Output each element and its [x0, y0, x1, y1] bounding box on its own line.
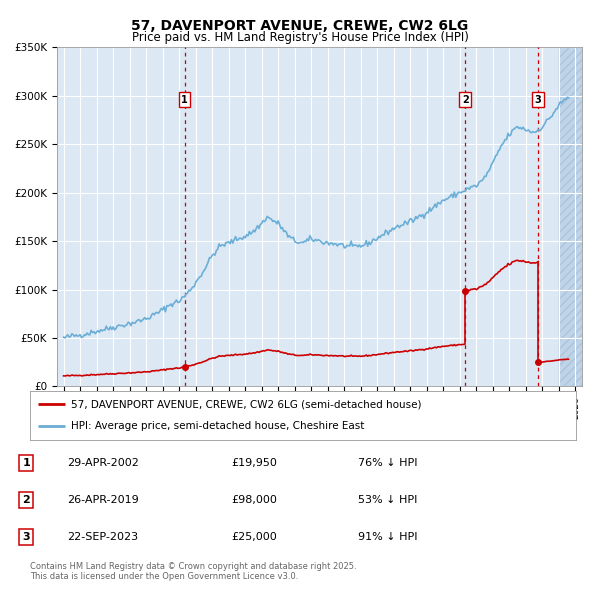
Text: 3: 3 — [23, 532, 30, 542]
Text: 1: 1 — [23, 458, 30, 468]
Text: 57, DAVENPORT AVENUE, CREWE, CW2 6LG: 57, DAVENPORT AVENUE, CREWE, CW2 6LG — [131, 19, 469, 34]
Text: 3: 3 — [535, 95, 542, 105]
Text: 29-APR-2002: 29-APR-2002 — [67, 458, 139, 468]
Text: 1: 1 — [181, 95, 188, 105]
Bar — [559, 47, 582, 386]
Text: £19,950: £19,950 — [231, 458, 277, 468]
Text: HPI: Average price, semi-detached house, Cheshire East: HPI: Average price, semi-detached house,… — [71, 421, 364, 431]
Text: 76% ↓ HPI: 76% ↓ HPI — [358, 458, 417, 468]
Text: 53% ↓ HPI: 53% ↓ HPI — [358, 495, 417, 505]
Bar — [559, 47, 582, 386]
Text: 22-SEP-2023: 22-SEP-2023 — [67, 532, 138, 542]
Text: 26-APR-2019: 26-APR-2019 — [67, 495, 139, 505]
Text: 2: 2 — [462, 95, 469, 105]
Text: 57, DAVENPORT AVENUE, CREWE, CW2 6LG (semi-detached house): 57, DAVENPORT AVENUE, CREWE, CW2 6LG (se… — [71, 399, 421, 409]
Text: 91% ↓ HPI: 91% ↓ HPI — [358, 532, 417, 542]
Text: Price paid vs. HM Land Registry's House Price Index (HPI): Price paid vs. HM Land Registry's House … — [131, 31, 469, 44]
Text: £25,000: £25,000 — [231, 532, 277, 542]
Text: £98,000: £98,000 — [231, 495, 277, 505]
Text: Contains HM Land Registry data © Crown copyright and database right 2025.
This d: Contains HM Land Registry data © Crown c… — [30, 562, 356, 581]
Text: 2: 2 — [23, 495, 30, 505]
